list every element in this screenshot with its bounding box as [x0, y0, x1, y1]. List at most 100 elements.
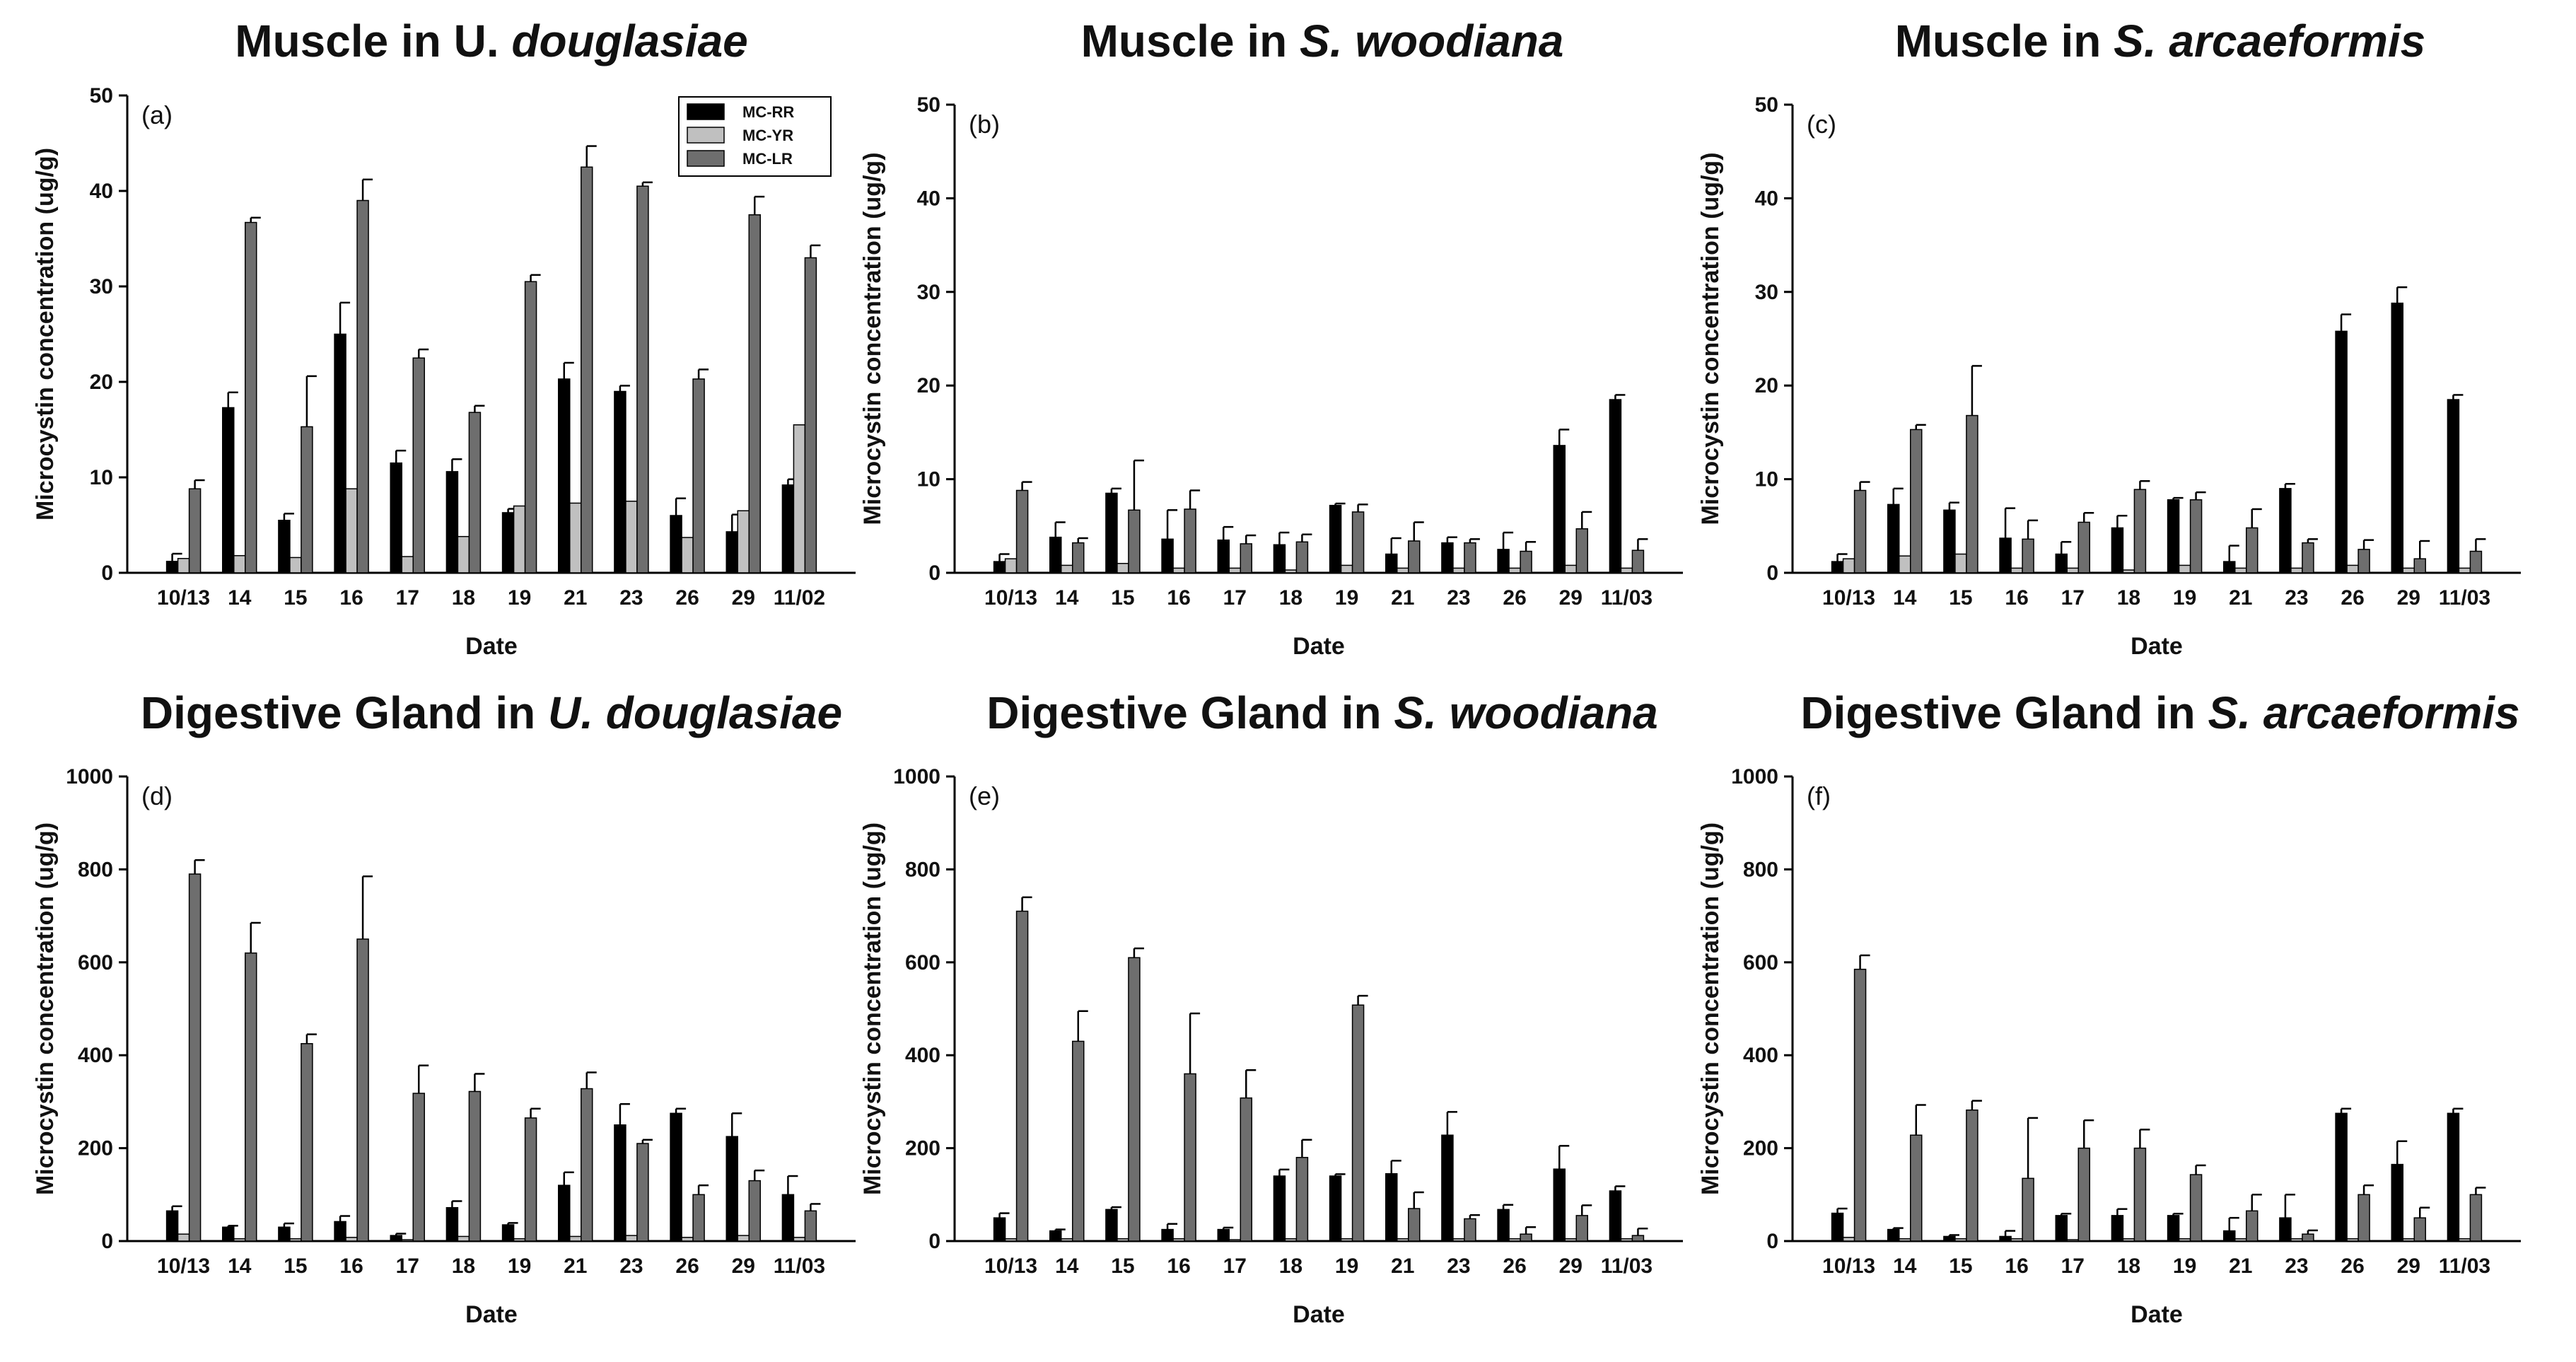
y-tick-label: 600: [905, 951, 940, 974]
x-tick-label: 11/03: [774, 1255, 825, 1278]
chart-title: Digestive Gland in S. arcaeformis: [1800, 687, 2519, 738]
bar-mc-lr-10: [1520, 1233, 1532, 1242]
x-axis-label: Date: [2131, 1301, 2183, 1328]
bar-mc-rr-8: [558, 378, 571, 574]
chart-title-italic: U. douglasiae: [548, 687, 842, 738]
bar-mc-rr-7: [1329, 504, 1342, 574]
bar-mc-yr-3: [1954, 553, 1967, 574]
bar-mc-yr-12: [1620, 1238, 1633, 1242]
bar-mc-yr-2: [1899, 1238, 1911, 1242]
bar-mc-rr-3: [1105, 492, 1118, 574]
bar-mc-lr-7: [524, 281, 537, 574]
bar-mc-yr-1: [177, 1233, 190, 1242]
bar-mc-lr-2: [1910, 1134, 1923, 1242]
bar-mc-rr-1: [993, 1217, 1006, 1242]
x-tick-label: 14: [1893, 1255, 1917, 1278]
y-tick-label: 0: [1766, 561, 1778, 585]
x-tick-label: 19: [508, 1255, 531, 1278]
bar-mc-lr-8: [1408, 540, 1421, 574]
y-tick-label: 30: [1755, 281, 1778, 304]
bar-mc-rr-9: [2279, 488, 2292, 574]
legend-swatch-mc-lr: [687, 150, 725, 167]
chart-title: Digestive Gland in U. douglasiae: [141, 687, 842, 738]
bar-mc-rr-6: [445, 471, 459, 574]
bar-mc-rr-2: [222, 1226, 235, 1242]
x-tick-label: 18: [1279, 586, 1302, 610]
y-tick-label: 200: [1743, 1137, 1778, 1160]
x-tick-label: 17: [396, 586, 419, 610]
bar-mc-rr-3: [278, 1226, 291, 1242]
bar-mc-lr-3: [301, 426, 313, 574]
x-axis-label: Date: [1293, 633, 1345, 660]
chart-title-plain: Digestive Gland in: [986, 687, 1394, 738]
y-tick-label: 200: [78, 1137, 113, 1160]
x-tick-label: 17: [1223, 586, 1247, 610]
bar-mc-rr-12: [2447, 399, 2460, 574]
bar-mc-rr-12: [781, 484, 795, 574]
bar-mc-lr-12: [1631, 1235, 1645, 1242]
bar-mc-rr-1: [1831, 561, 1844, 574]
y-tick-label: 200: [905, 1137, 940, 1160]
bar-mc-lr-9: [1464, 542, 1476, 574]
bar-mc-rr-7: [1329, 1175, 1342, 1242]
bar-mc-lr-9: [636, 185, 649, 574]
x-tick-label: 21: [1391, 586, 1414, 610]
legend: MC-RR MC-YR MC-LR: [678, 96, 832, 177]
chart-title-plain: Digestive Gland in: [1800, 687, 2208, 738]
bar-mc-rr-10: [1497, 549, 1510, 574]
y-tick-label: 10: [90, 466, 113, 489]
y-tick-label: 50: [1755, 93, 1778, 117]
bar-mc-lr-12: [2469, 550, 2483, 574]
x-tick-label: 10/13: [1822, 1255, 1875, 1278]
chart-title-italic: S. woodiana: [1394, 687, 1657, 738]
bar-mc-yr-5: [401, 556, 414, 574]
bar-mc-yr-11: [737, 1235, 750, 1242]
y-tick-label: 10: [1755, 468, 1778, 491]
y-tick-label: 1000: [66, 765, 113, 788]
x-tick-label: 16: [1167, 1255, 1190, 1278]
bar-mc-rr-8: [2223, 1230, 2236, 1242]
bar-mc-rr-8: [1385, 553, 1398, 574]
bar-mc-lr-11: [748, 214, 761, 574]
x-tick-label: 21: [2229, 586, 2252, 610]
bar-mc-lr-7: [2189, 499, 2203, 574]
y-axis-label: Microcystin concentration (ug/g): [1697, 152, 1724, 525]
bar-mc-lr-11: [1575, 1215, 1588, 1242]
bar-mc-lr-9: [636, 1143, 649, 1242]
bar-mc-rr-2: [1049, 1230, 1062, 1242]
bar-mc-lr-3: [1128, 957, 1141, 1242]
bar-mc-lr-12: [804, 257, 817, 574]
bar-mc-rr-10: [670, 515, 682, 574]
bar-mc-rr-12: [1609, 399, 1622, 574]
bar-mc-lr-2: [245, 952, 257, 1242]
bar-mc-lr-7: [524, 1117, 537, 1242]
bar-mc-yr-8: [569, 1235, 582, 1242]
x-tick-label: 10/13: [1822, 586, 1875, 610]
bar-mc-yr-12: [793, 1236, 806, 1242]
y-tick-label: 600: [1743, 951, 1778, 974]
bar-mc-yr-1: [177, 558, 190, 574]
bar-mc-lr-9: [2302, 1233, 2314, 1242]
x-tick-label: 11/03: [2439, 586, 2490, 610]
bar-mc-rr-9: [1441, 1134, 1454, 1242]
bar-mc-lr-10: [692, 378, 705, 574]
bar-mc-yr-10: [1508, 1238, 1521, 1242]
y-tick-label: 10: [917, 468, 940, 491]
x-tick-label: 11/03: [1601, 586, 1653, 610]
bar-mc-yr-6: [2122, 569, 2135, 574]
y-tick-label: 50: [90, 84, 113, 107]
bar-mc-rr-11: [1553, 1168, 1566, 1242]
x-tick-label: 26: [1503, 1255, 1526, 1278]
chart-title-italic: S. arcaeformis: [2208, 687, 2520, 738]
chart-panel-6: Digestive Gland in S. arcaeformis (f) 0 200…: [1697, 687, 2521, 1328]
x-tick-label: 15: [284, 586, 307, 610]
x-tick-label: 15: [1111, 586, 1134, 610]
x-tick-label: 18: [452, 1255, 475, 1278]
bar-mc-lr-8: [2246, 527, 2259, 574]
bar-mc-yr-10: [2346, 1238, 2359, 1242]
y-axis-label: Microcystin concentration (ug/g): [32, 148, 59, 520]
y-tick-label: 800: [905, 858, 940, 881]
y-tick-label: 400: [78, 1044, 113, 1067]
y-tick-label: 600: [78, 951, 113, 974]
y-tick-label: 40: [1755, 187, 1778, 210]
